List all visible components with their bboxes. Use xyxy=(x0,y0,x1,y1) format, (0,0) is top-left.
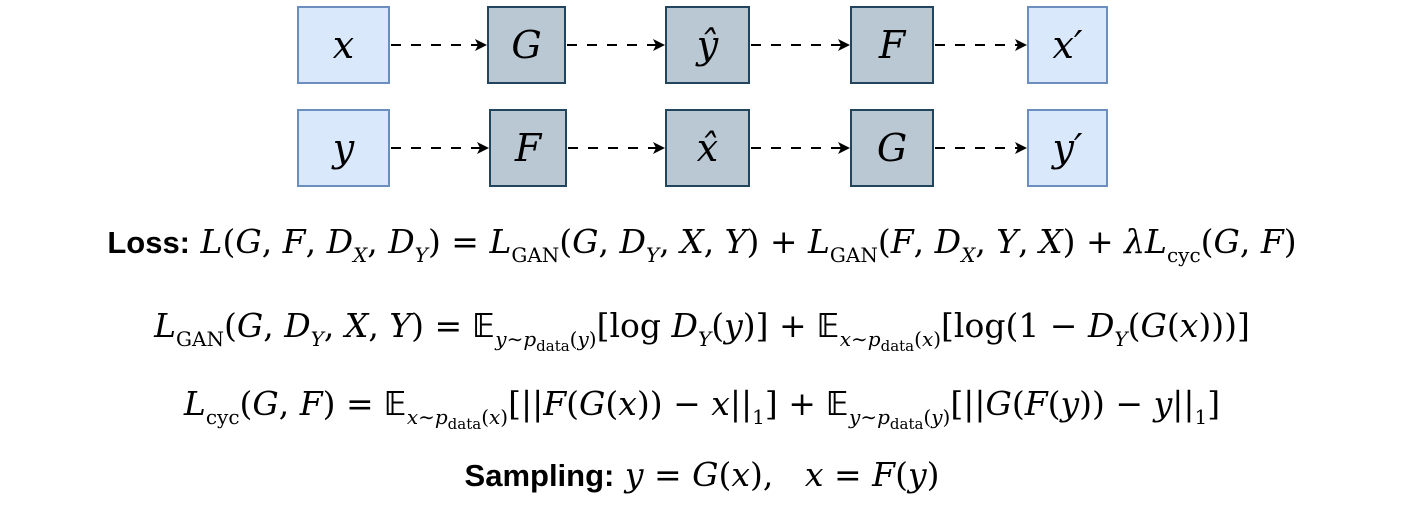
node-x-hat-label: x̂ xyxy=(696,126,719,170)
node-F-row1-label: F xyxy=(878,23,906,67)
diagram-arrows xyxy=(391,39,1027,154)
node-y: y xyxy=(297,109,390,187)
cycle-loss-equation: Lcyc(G, F) = 𝔼x∼pdata(x)[||F(G(x)) − x||… xyxy=(183,384,1221,433)
node-G-row1: G xyxy=(487,6,566,84)
node-G-row2-label: G xyxy=(876,126,908,170)
node-x-prime: x′ xyxy=(1027,6,1108,84)
sampling-label: Sampling: xyxy=(464,458,615,493)
loss-equation: Loss: L(G, F, DX, DY) = LGAN(G, DY, X, Y… xyxy=(107,222,1297,267)
node-x-label: x xyxy=(332,23,355,67)
node-y-prime-label: y′ xyxy=(1052,126,1083,170)
node-x: x xyxy=(297,6,390,84)
node-y-hat-label: ŷ xyxy=(696,23,719,67)
node-x-hat: x̂ xyxy=(665,109,750,187)
node-F-row2: F xyxy=(489,109,567,187)
gan-loss-equation: LGAN(G, DY, X, Y) = 𝔼y∼pdata(y)[log DY(y… xyxy=(154,306,1250,355)
node-G-row2: G xyxy=(850,109,934,187)
node-x-prime-label: x′ xyxy=(1052,23,1083,67)
node-y-hat: ŷ xyxy=(665,6,750,84)
sampling-equation: Sampling: y = G(x), x = F(y) xyxy=(464,455,940,494)
node-y-label: y xyxy=(332,126,355,170)
node-F-row1: F xyxy=(850,6,934,84)
node-G-row1-label: G xyxy=(511,23,542,67)
node-y-prime: y′ xyxy=(1027,109,1108,187)
cyclegan-diagram: x G ŷ F x′ y F x̂ G y′ xyxy=(0,0,1404,200)
loss-label: Loss: xyxy=(107,225,191,260)
node-F-row2-label: F xyxy=(514,126,542,170)
